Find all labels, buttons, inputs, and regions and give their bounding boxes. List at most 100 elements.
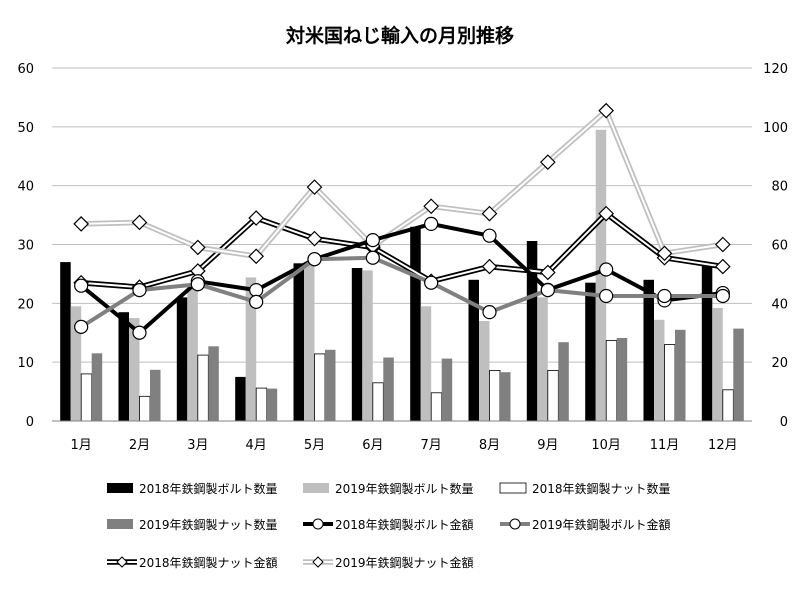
bar: [595, 129, 607, 422]
bar: [547, 369, 559, 422]
y-right-tick-label: 40: [771, 297, 788, 312]
legend: 2018年鉄鋼製ボルト数量 2019年鉄鋼製ボルト数量 2018年鉄鋼製ナット数量 2…: [107, 481, 671, 570]
bar: [70, 306, 82, 421]
data-point: [248, 210, 265, 226]
y-left-tick-label: 20: [17, 297, 34, 312]
y-left-tick-label: 60: [17, 62, 34, 77]
data-point: [482, 305, 497, 320]
bar: [605, 339, 618, 422]
bar: [441, 358, 453, 421]
series-line: [80, 255, 723, 329]
data-point: [132, 282, 147, 298]
legend-label: 2018年鉄鋼製ボルト数量: [139, 481, 278, 496]
data-point: [598, 102, 615, 119]
bar: [712, 308, 723, 421]
data-point: [539, 154, 556, 170]
data-point: [481, 205, 498, 222]
legend-swatch: [107, 519, 133, 529]
bar: [733, 328, 744, 421]
data-point: [248, 248, 265, 265]
y-right-tick-label: 120: [763, 62, 788, 77]
data-point: [73, 216, 90, 232]
legend-swatch: [303, 483, 329, 493]
legend-label: 2019年鉄鋼製ボルト数量: [335, 481, 474, 496]
data-point: [365, 250, 380, 265]
data-point: [424, 275, 439, 290]
legend-marker: [116, 556, 128, 568]
bar: [60, 262, 71, 421]
bar: [325, 349, 336, 421]
data-point: [539, 264, 556, 281]
x-tick-label: 7月: [421, 438, 442, 453]
bar: [468, 279, 479, 421]
legend-swatch: [107, 483, 133, 493]
y-left-tick-label: 30: [17, 239, 34, 254]
bar: [293, 263, 304, 421]
series-line: [81, 107, 724, 260]
chart-title: 対米国ねじ輸入の月別推移: [285, 24, 514, 47]
data-point: [249, 294, 264, 309]
y-right-tick-label: 100: [763, 121, 788, 136]
data-point: [598, 205, 615, 222]
legend-label: 2019年鉄鋼製ボルト金額: [532, 517, 671, 532]
bar: [139, 395, 151, 422]
bar: [197, 354, 209, 422]
legend-marker: [312, 518, 324, 530]
data-point: [481, 258, 498, 275]
bar: [255, 387, 268, 422]
data-point: [656, 245, 673, 262]
data-point: [715, 288, 730, 304]
bar: [80, 373, 93, 422]
bar: [235, 376, 246, 421]
bar: [150, 369, 161, 421]
bar: [643, 279, 654, 421]
x-tick-label: 1月: [71, 438, 92, 453]
x-tick-label: 10月: [591, 438, 621, 453]
y-right-tick-label: 0: [780, 415, 788, 430]
series-line: [79, 221, 724, 335]
bar: [245, 277, 257, 421]
data-point: [365, 232, 380, 248]
bar: [701, 265, 713, 421]
data-point: [657, 288, 672, 304]
x-tick-label: 3月: [187, 438, 208, 453]
data-point: [306, 230, 323, 247]
bar: [187, 285, 198, 421]
bar: [383, 357, 394, 421]
data-point: [599, 288, 614, 304]
line-layer: [73, 102, 731, 340]
x-tick-label: 9月: [537, 438, 558, 453]
legend-label: 2018年鉄鋼製ナット数量: [532, 481, 671, 496]
x-tick-label: 4月: [246, 438, 267, 453]
data-point: [306, 179, 323, 195]
legend-marker: [312, 556, 324, 568]
data-point: [74, 278, 89, 293]
legend-label: 2019年鉄鋼製ナット金額: [335, 555, 474, 570]
data-point: [307, 252, 322, 267]
legend-swatch: [499, 482, 527, 494]
legend-label: 2018年鉄鋼製ボルト金額: [335, 517, 474, 532]
bar: [558, 342, 569, 421]
data-point: [132, 325, 147, 340]
x-tick-label: 11月: [650, 438, 680, 453]
grid: [52, 67, 752, 363]
series-line-inner: [81, 109, 723, 258]
bar: [362, 270, 373, 421]
data-point: [74, 319, 89, 334]
legend-label: 2018年鉄鋼製ナット金額: [139, 555, 278, 570]
data-point: [599, 262, 614, 277]
bar: [351, 268, 363, 421]
data-point: [423, 198, 440, 215]
x-tick-label: 2月: [129, 438, 150, 453]
bar: [585, 282, 596, 421]
data-point: [249, 282, 264, 298]
bar: [420, 306, 432, 421]
x-tick-label: 5月: [304, 438, 325, 453]
y-right-tick-label: 80: [771, 180, 788, 195]
x-tick-label: 8月: [479, 438, 500, 453]
bar: [314, 353, 326, 422]
bar: [129, 318, 140, 421]
y-right-tick-label: 20: [771, 356, 788, 371]
data-point: [714, 258, 731, 275]
